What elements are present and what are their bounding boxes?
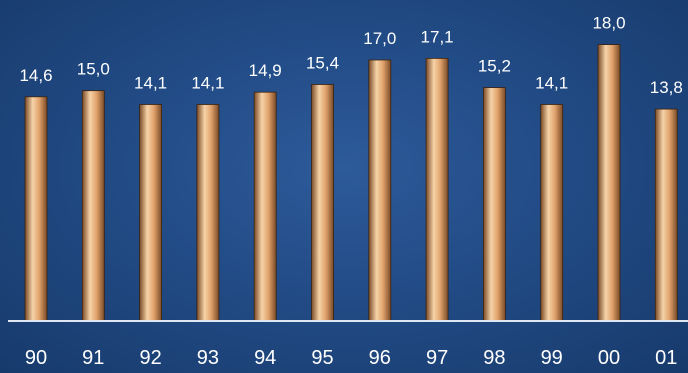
data-label-96: 17,0 [363, 29, 396, 48]
bar-90 [24, 96, 48, 322]
data-label-93: 14,1 [191, 74, 224, 93]
bar-94 [253, 91, 277, 322]
bar-00 [597, 44, 621, 322]
x-tick-label-92: 92 [139, 347, 161, 369]
data-label-01: 13,8 [650, 78, 683, 97]
bar-98 [482, 87, 506, 322]
data-label-90: 14,6 [19, 66, 52, 85]
data-label-99: 14,1 [535, 74, 568, 93]
x-tick-label-93: 93 [197, 347, 219, 369]
x-tick-label-98: 98 [483, 347, 505, 369]
data-label-97: 17,1 [421, 27, 454, 46]
x-tick-label-01: 01 [655, 347, 677, 369]
bars-group [24, 44, 678, 322]
data-label-94: 14,9 [249, 61, 282, 80]
data-label-98: 15,2 [478, 57, 511, 76]
data-label-00: 18,0 [592, 14, 625, 33]
x-tick-label-96: 96 [369, 347, 391, 369]
data-label-91: 15,0 [77, 60, 110, 79]
x-tick-label-95: 95 [311, 347, 333, 369]
x-tick-label-97: 97 [426, 347, 448, 369]
x-tick-label-90: 90 [25, 347, 47, 369]
bar-99 [540, 104, 564, 322]
x-tick-labels-group: 90 91 92 93 94 95 96 97 98 99 00 01 [25, 347, 678, 369]
x-tick-label-94: 94 [254, 347, 276, 369]
data-label-95: 15,4 [306, 54, 339, 73]
bar-95 [311, 84, 334, 322]
bar-92 [139, 104, 163, 322]
bar-96 [368, 59, 392, 322]
bar-01 [654, 108, 678, 322]
bar-97 [425, 58, 449, 322]
x-tick-label-91: 91 [82, 347, 104, 369]
x-tick-label-99: 99 [541, 347, 563, 369]
x-tick-label-00: 00 [598, 347, 620, 369]
data-label-92: 14,1 [134, 74, 167, 93]
data-labels-group: 14,6 15,0 14,1 14,1 14,9 15,4 17,0 17,1 15,2 14,1… [19, 14, 683, 97]
bar-91 [81, 90, 105, 322]
bar-93 [196, 104, 220, 322]
